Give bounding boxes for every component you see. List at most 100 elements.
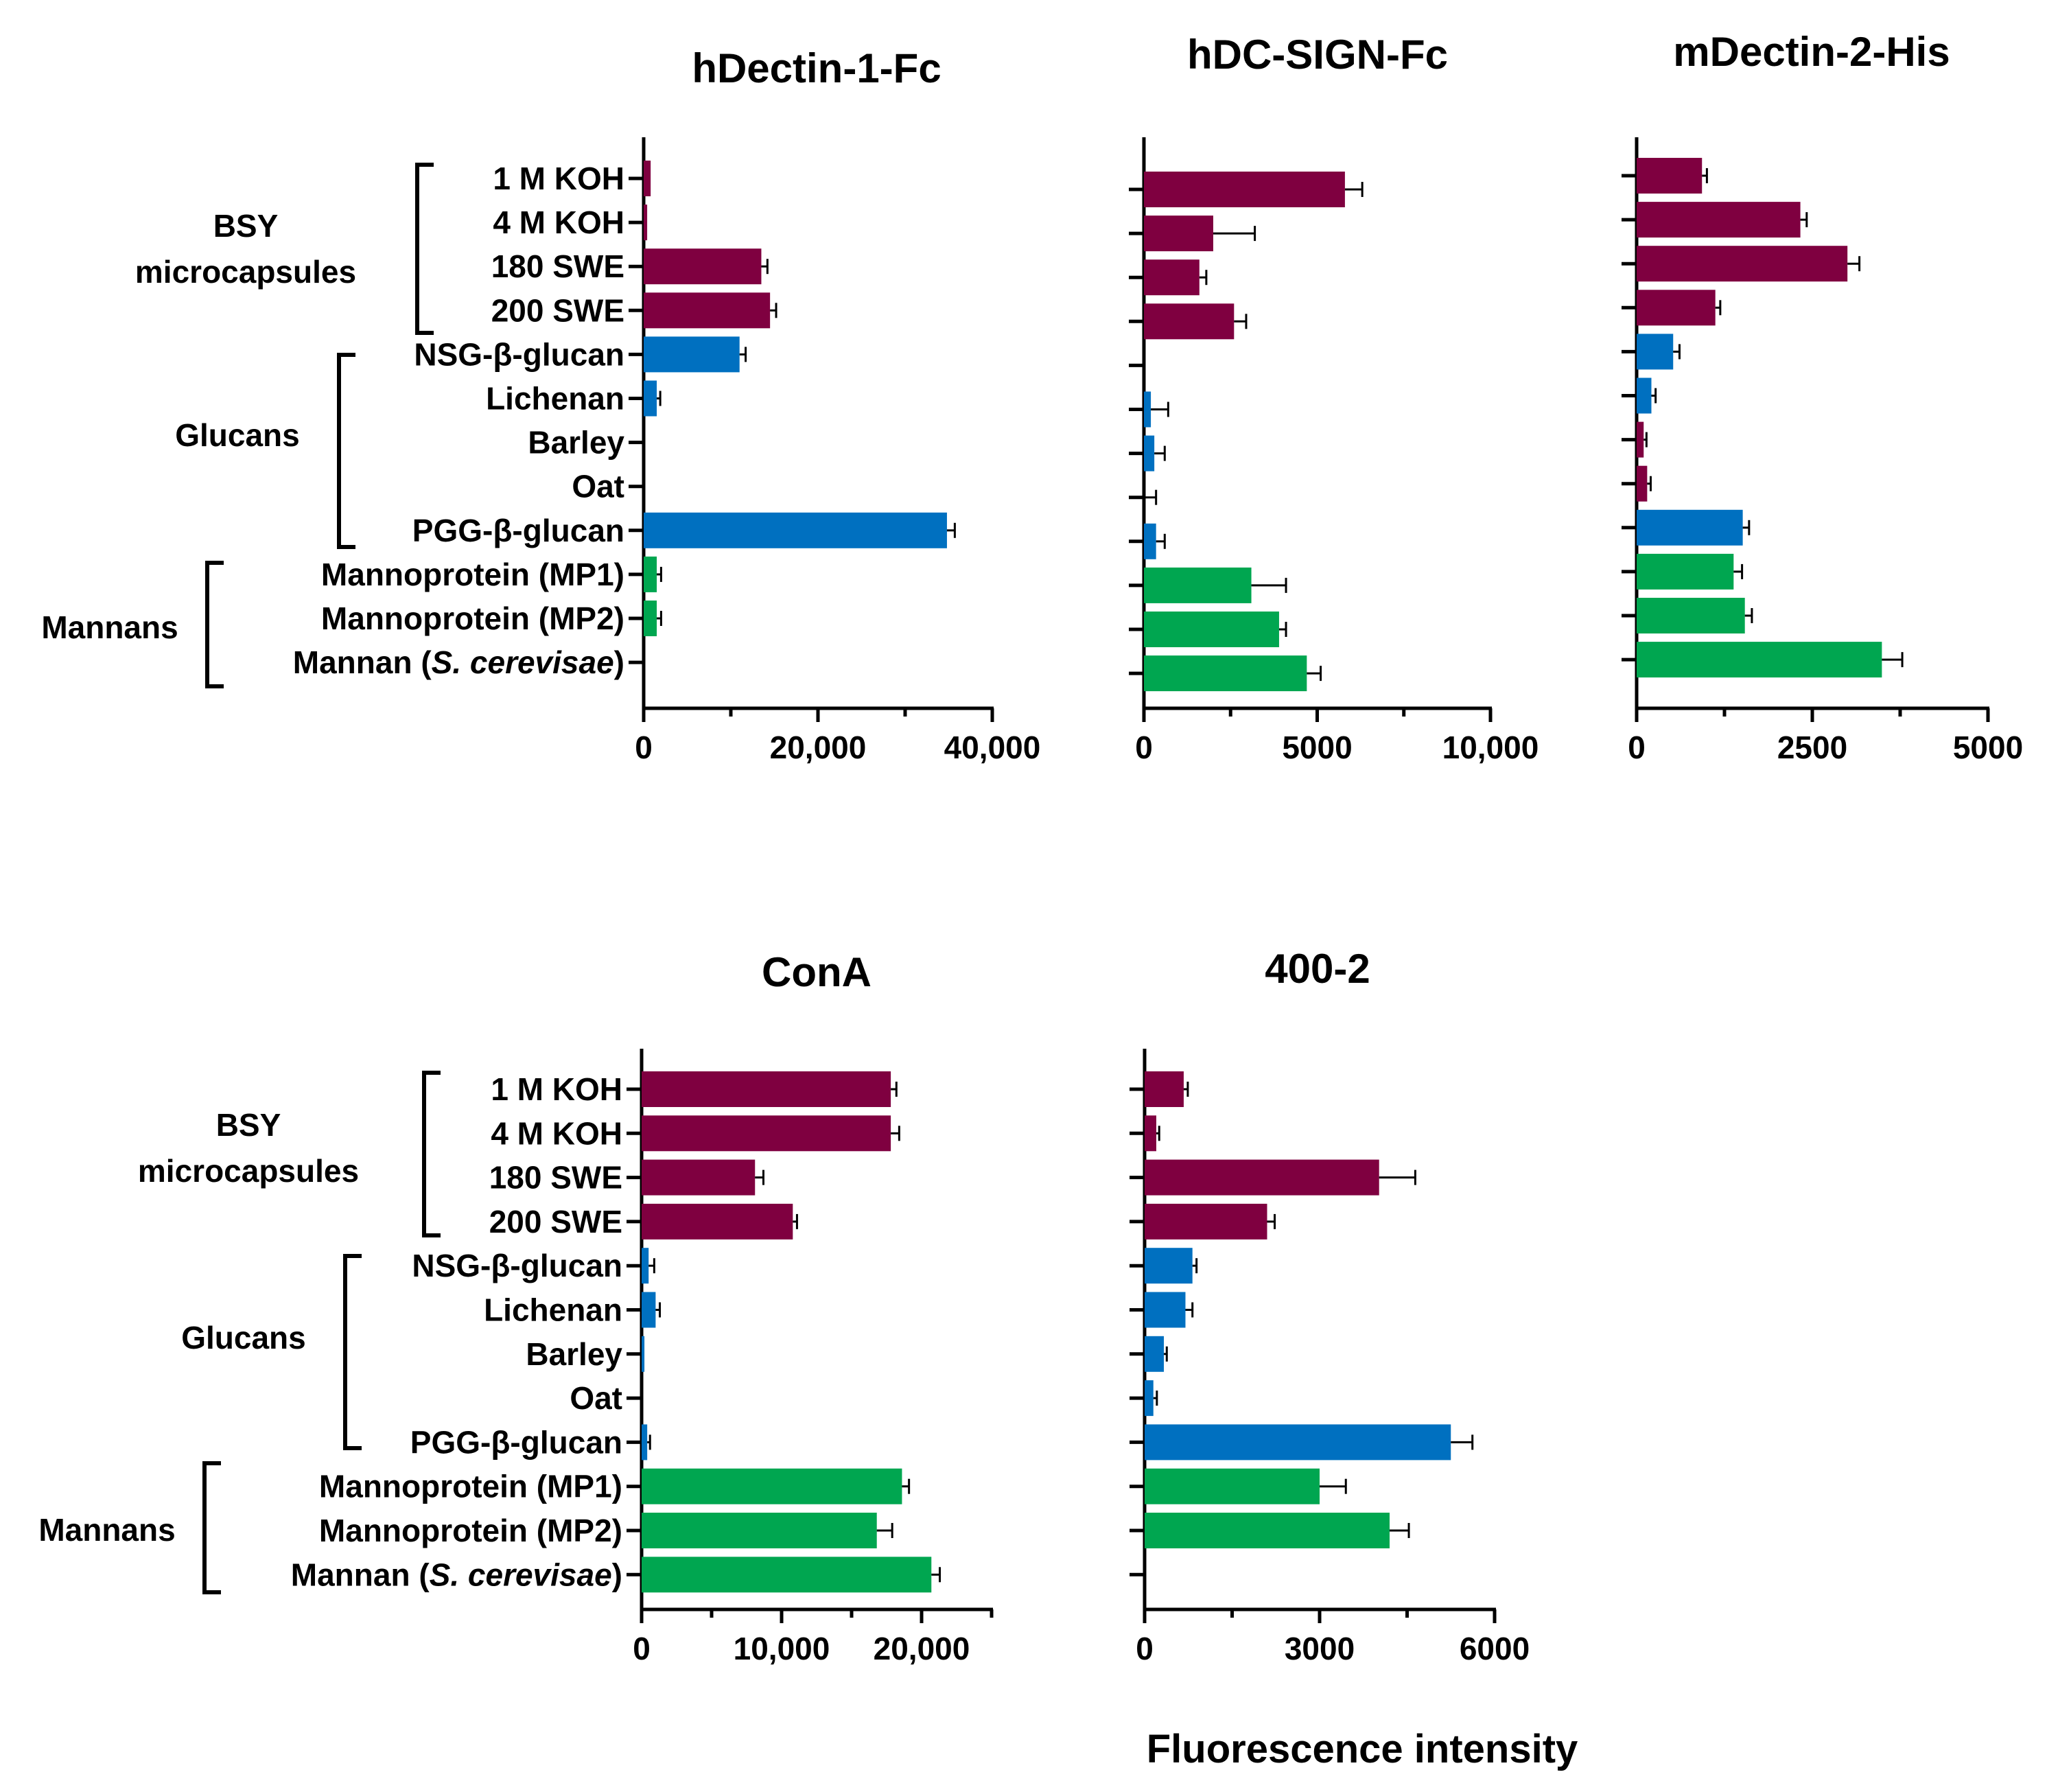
chart-title: ConA (762, 949, 872, 995)
bar-180-swe (1144, 259, 1200, 296)
group-label-mannans: Mannans (41, 609, 178, 645)
bar-mannoprotein-mp1 (644, 556, 657, 592)
category-label: NSG-β-glucan (414, 336, 624, 372)
category-label: Mannan (S. cerevisae) (291, 1557, 622, 1592)
category-label: Barley (526, 1336, 622, 1372)
bar-mannoprotein-mp1 (1637, 553, 1734, 590)
bar-oat (1145, 1380, 1154, 1417)
category-label: Lichenan (484, 1292, 622, 1328)
bar-4-m-koh (1637, 202, 1801, 238)
bar-1-m-koh (1145, 1071, 1184, 1107)
chart-hdectin-1-fc: hDectin-1-Fc 0 20,000 40,000 1 M KOH 4 M KOH 1… (41, 45, 1040, 765)
chart-title: hDectin-1-Fc (692, 45, 941, 91)
category-label: Lichenan (486, 381, 624, 417)
bar-lichenan (642, 1292, 656, 1328)
bar-nsg-glucan (644, 336, 740, 373)
chart-hdc-sign-fc: hDC-SIGN-Fc 0 5000 10,000 (1129, 32, 1539, 765)
x-tick-label: 0 (635, 730, 653, 765)
category-label-part: ) (612, 1557, 622, 1592)
category-label: 200 SWE (491, 292, 624, 328)
group-bracket-glucans (337, 353, 355, 549)
bar-200-swe (1144, 303, 1235, 340)
bar-1-m-koh (1637, 158, 1703, 194)
category-label: Mannan (S. cerevisae) (293, 644, 624, 680)
bar-nsg-glucan (1637, 334, 1674, 370)
group-label-bsy-microcapsules: BSY (216, 1107, 281, 1143)
category-label: Mannoprotein (MP1) (319, 1469, 622, 1504)
bar-180-swe (1637, 246, 1848, 282)
chart-title: mDectin-2-His (1673, 29, 1950, 75)
bar-1-m-koh (644, 161, 651, 196)
x-tick-label: 2500 (1777, 730, 1847, 765)
x-tick-label: 40,000 (944, 730, 1041, 765)
bar-mannan-s-cerevisae (1144, 655, 1307, 692)
bar-mannoprotein-mp2 (1637, 598, 1745, 633)
group-label-bsy-microcapsules: microcapsules (135, 254, 356, 290)
bar-mannoprotein-mp2 (1145, 1513, 1390, 1548)
bar-pgg-glucan (642, 1424, 648, 1461)
x-tick-label: 3000 (1285, 1631, 1355, 1666)
bar-lichenan (644, 380, 657, 417)
bar-lichenan (1144, 391, 1151, 428)
bar-180-swe (644, 248, 762, 285)
bar-200-swe (1145, 1203, 1267, 1240)
bar-mannoprotein-mp2 (642, 1513, 877, 1548)
category-label: 4 M KOH (493, 205, 624, 240)
bar-barley (1637, 421, 1644, 458)
bar-1-m-koh (1144, 172, 1345, 207)
bar-pgg-glucan (1144, 523, 1156, 559)
bar-lichenan (1145, 1292, 1186, 1328)
x-tick-label: 6000 (1460, 1631, 1530, 1666)
bar-200-swe (1637, 290, 1716, 326)
chart-mdectin-2-his: mDectin-2-His 0 2500 5000 (1622, 29, 2023, 765)
category-label: Mannoprotein (MP2) (319, 1513, 622, 1548)
x-tick-label: 10,000 (734, 1631, 830, 1666)
group-label-glucans: Glucans (181, 1320, 306, 1355)
x-tick-label: 0 (1135, 730, 1153, 765)
bar-lichenan (1637, 377, 1652, 414)
bar-barley (1144, 435, 1155, 472)
bar-pgg-glucan (1145, 1424, 1451, 1461)
chart-400-2: 400-2 0 3000 6000 (1130, 946, 1530, 1666)
category-label: 1 M KOH (493, 161, 624, 196)
bar-mannan-s-cerevisae (642, 1557, 932, 1593)
category-label: 180 SWE (489, 1160, 622, 1196)
x-tick-label: 0 (1136, 1631, 1154, 1666)
category-label-part: Mannan ( (291, 1557, 430, 1592)
group-label-bsy-microcapsules: microcapsules (138, 1153, 359, 1189)
bar-mannoprotein-mp2 (644, 601, 657, 636)
category-label: Mannoprotein (MP2) (321, 601, 624, 636)
bar-4-m-koh (1144, 216, 1213, 252)
x-tick-label: 0 (1628, 730, 1646, 765)
bar-pgg-glucan (644, 512, 947, 548)
bar-4-m-koh (642, 1115, 891, 1152)
bar-pgg-glucan (1637, 509, 1743, 546)
category-label: Oat (572, 469, 624, 504)
category-label: PGG-β-glucan (412, 513, 624, 548)
category-label: 1 M KOH (491, 1071, 622, 1107)
group-label-glucans: Glucans (175, 417, 300, 453)
bar-nsg-glucan (1145, 1248, 1193, 1284)
bar-nsg-glucan (642, 1248, 649, 1284)
category-label-part: ) (614, 644, 624, 680)
chart-title: 400-2 (1265, 946, 1370, 992)
category-label: Barley (528, 425, 624, 461)
chart-title: hDC-SIGN-Fc (1187, 32, 1448, 78)
x-tick-label: 10,000 (1442, 730, 1539, 765)
bar-mannan-s-cerevisae (1637, 642, 1882, 678)
bar-1-m-koh (642, 1071, 891, 1107)
bar-oat (1637, 465, 1648, 502)
x-tick-label: 5000 (1282, 730, 1352, 765)
bar-mannoprotein-mp2 (1144, 612, 1279, 647)
x-tick-label: 5000 (1953, 730, 2023, 765)
bar-4-m-koh (1145, 1115, 1156, 1152)
group-bracket-glucans (343, 1254, 362, 1450)
bar-180-swe (642, 1159, 756, 1196)
charts-root: hDectin-1-Fc 0 20,000 40,000 1 M KOH 4 M KOH 1… (38, 29, 2023, 1666)
group-label-mannans: Mannans (38, 1512, 175, 1548)
chart-cona: ConA 0 10,000 20,000 1 M KOH 4 M KOH 180 SWE 20… (38, 949, 994, 1666)
category-label: 200 SWE (489, 1204, 622, 1240)
group-bracket-bsy-microcapsules (422, 1071, 441, 1237)
category-label: PGG-β-glucan (410, 1424, 622, 1460)
